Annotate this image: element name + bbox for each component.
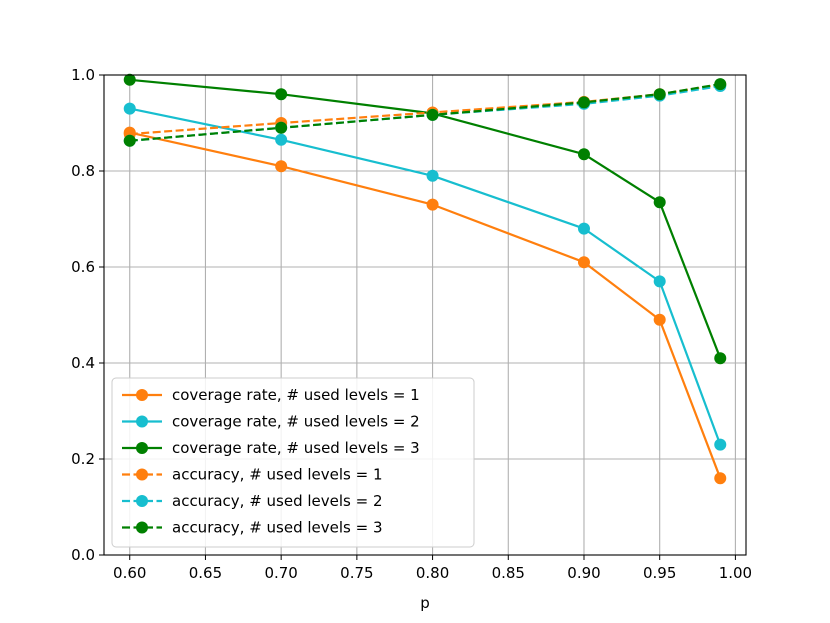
legend-label: accuracy, # used levels = 3 — [172, 519, 383, 537]
legend-entry: accuracy, # used levels = 3 — [122, 519, 383, 537]
data-point — [123, 134, 136, 147]
x-tick-label: 0.70 — [264, 564, 297, 582]
data-point — [123, 102, 136, 115]
data-point — [577, 256, 590, 269]
data-point — [653, 88, 666, 101]
legend-entry: accuracy, # used levels = 1 — [122, 466, 383, 484]
data-point — [577, 96, 590, 109]
legend-marker — [136, 389, 148, 401]
legend-box — [111, 377, 475, 548]
y-tick-label: 1.0 — [71, 66, 95, 84]
legend-entry: coverage rate, # used levels = 3 — [122, 439, 420, 457]
series-line — [129, 131, 722, 479]
data-point — [577, 222, 590, 235]
data-point — [275, 121, 288, 134]
x-tick-label: 0.95 — [643, 564, 676, 582]
plot-frame — [103, 74, 747, 556]
y-tick-label: 0.8 — [71, 162, 95, 180]
x-tick-label: 0.75 — [340, 564, 373, 582]
series-line — [129, 78, 722, 359]
legend-marker — [136, 495, 148, 507]
y-tick-label: 0.0 — [71, 546, 95, 564]
data-point — [275, 160, 288, 173]
legend-marker — [136, 442, 148, 454]
legend-label: coverage rate, # used levels = 2 — [172, 413, 420, 431]
data-point — [653, 275, 666, 288]
y-tick-label: 0.4 — [71, 354, 95, 372]
x-tick-label: 0.65 — [189, 564, 222, 582]
x-tick-label: 0.90 — [567, 564, 600, 582]
legend: coverage rate, # used levels = 1 coverage… — [111, 377, 475, 548]
series-2 — [123, 102, 727, 451]
data-point — [426, 198, 439, 211]
data-point — [426, 108, 439, 121]
axis-ticks: 0.60 0.65 0.70 0.75 0.80 0.85 0.90 0.95 1.00 0.0 0… — [71, 66, 752, 582]
data-point — [653, 196, 666, 209]
series-lines — [123, 73, 727, 485]
data-point — [714, 352, 727, 365]
legend-marker — [136, 415, 148, 428]
legend-label: coverage rate, # used levels = 3 — [172, 439, 420, 457]
data-point — [426, 169, 439, 182]
y-tick-label: 0.6 — [71, 258, 95, 276]
data-point — [123, 73, 136, 86]
series-line — [129, 107, 722, 445]
y-tick-label: 0.2 — [71, 450, 95, 468]
legend-label: accuracy, # used levels = 2 — [172, 492, 383, 510]
data-point — [577, 148, 590, 161]
x-tick-label: 0.60 — [113, 564, 146, 582]
series-6 — [123, 78, 727, 147]
legend-marker — [136, 468, 148, 481]
data-point — [275, 88, 288, 101]
data-point — [714, 438, 727, 451]
data-point — [275, 133, 288, 146]
data-point — [653, 313, 666, 326]
data-point — [714, 472, 727, 485]
x-tick-label: 1.00 — [719, 564, 752, 582]
legend-entry: accuracy, # used levels = 2 — [122, 492, 383, 510]
legend-entry: coverage rate, # used levels = 1 — [122, 386, 420, 404]
x-tick-label: 0.85 — [492, 564, 525, 582]
series-line — [129, 83, 721, 142]
data-point — [714, 78, 727, 91]
legend-label: coverage rate, # used levels = 1 — [172, 386, 420, 404]
x-axis-label: p — [420, 594, 430, 612]
legend-entry: coverage rate, # used levels = 2 — [122, 413, 420, 431]
legend-label: accuracy, # used levels = 1 — [172, 466, 383, 484]
legend-marker — [136, 521, 148, 534]
x-tick-label: 0.80 — [416, 564, 449, 582]
